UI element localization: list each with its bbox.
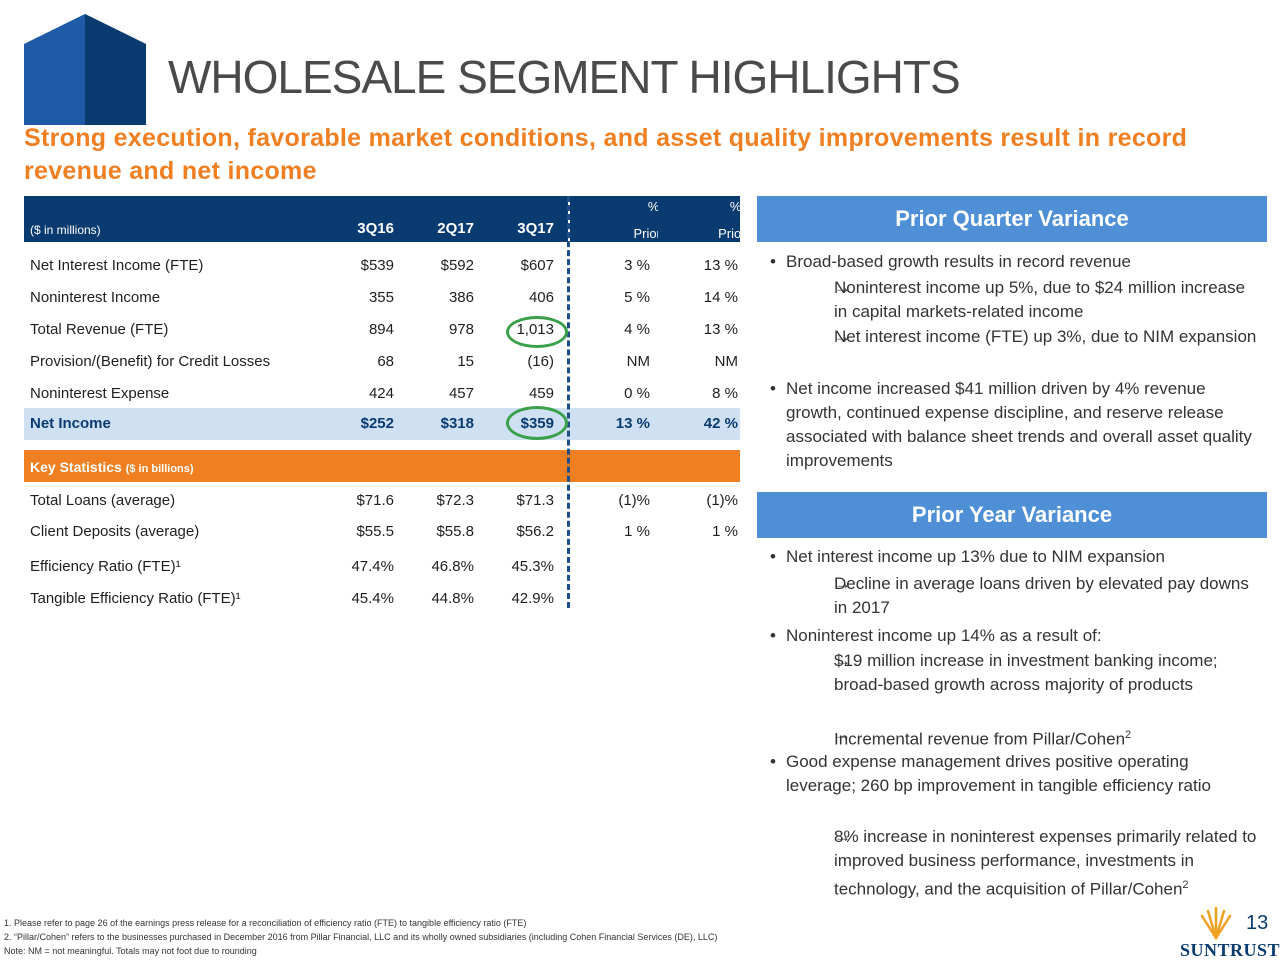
- highlight-circle-revenue: [506, 316, 568, 348]
- arrow-icon: →: [834, 327, 851, 346]
- brand-logo: SUNTRUST: [1180, 940, 1280, 960]
- sub-bullet-item: → 8% increase in noninterest expenses pri…: [802, 825, 1257, 902]
- col-header-prior-qtr: %Δ Prior Qtr: [570, 196, 683, 242]
- key-statistics-bar: Key Statistics ($ in billions): [24, 450, 740, 482]
- column-divider: [567, 196, 570, 608]
- bullet-item: Net income increased $41 million driven …: [770, 377, 1262, 473]
- sub-bullet-item: → Decline in average loans driven by elev…: [802, 572, 1257, 620]
- col-header-3q17: 3Q17: [517, 220, 554, 237]
- table-row: Noninterest Income 355 386 406 5 % 14 %: [30, 289, 738, 306]
- logo-diamond: [0, 0, 160, 125]
- stat-row: Efficiency Ratio (FTE)¹ 47.4% 46.8% 45.3…: [30, 558, 554, 575]
- arrow-icon: →: [834, 725, 851, 744]
- sun-logo-icon: [1196, 906, 1236, 940]
- stat-row: Client Deposits (average) $55.5 $55.8 $5…: [30, 523, 738, 540]
- stat-row: Tangible Efficiency Ratio (FTE)¹ 45.4% 4…: [30, 590, 554, 607]
- col-header-3q16: 3Q16: [357, 220, 394, 237]
- sub-bullet-item: → Net interest income (FTE) up 3%, due to…: [802, 325, 1257, 349]
- page-number: 13: [1246, 912, 1269, 934]
- units-label: ($ in millions): [30, 223, 101, 237]
- sub-bullet-item: → $19 million increase in investment bank…: [802, 649, 1257, 697]
- bullet-item: Broad-based growth results in record rev…: [770, 250, 1262, 274]
- bullet-item: Net interest income up 13% due to NIM ex…: [770, 545, 1262, 569]
- arrow-icon: →: [834, 651, 851, 670]
- prior-quarter-heading: Prior Quarter Variance: [757, 196, 1267, 242]
- prior-year-heading: Prior Year Variance: [757, 492, 1267, 538]
- table-row: Provision/(Benefit) for Credit Losses 68…: [30, 353, 738, 370]
- table-row: Total Revenue (FTE) 894 978 1,013 4 % 13…: [30, 321, 738, 338]
- col-header-prior-yr: %Δ Prior Yr: [658, 196, 762, 242]
- net-income-row: Net Income $252 $318 $359 13 % 42 %: [24, 408, 740, 440]
- arrow-icon: →: [834, 574, 851, 593]
- stat-row: Total Loans (average) $71.6 $72.3 $71.3 …: [30, 492, 738, 509]
- col-header-2q17: 2Q17: [437, 220, 474, 237]
- arrow-icon: →: [834, 278, 851, 297]
- arrow-icon: →: [834, 827, 851, 846]
- table-row: Net Interest Income (FTE) $539 $592 $607…: [30, 257, 738, 274]
- sub-bullet-item: → Noninterest income up 5%, due to $24 mi…: [802, 276, 1257, 324]
- bullet-item: Good expense management drives positive …: [770, 750, 1262, 798]
- highlight-circle-net-income: [506, 406, 568, 440]
- bullet-item: Noninterest income up 14% as a result of…: [770, 624, 1262, 648]
- table-header: ($ in millions) 3Q16 2Q17 3Q17: [24, 196, 568, 242]
- footnotes: 1. Please refer to page 26 of the earnin…: [4, 918, 718, 956]
- sub-bullet-item: → Incremental revenue from Pillar/Cohen2: [802, 723, 1257, 752]
- page-subtitle: Strong execution, favorable market condi…: [24, 124, 1188, 185]
- table-row: Noninterest Expense 424 457 459 0 % 8 %: [30, 385, 738, 402]
- page-title: WHOLESALE SEGMENT HIGHLIGHTS: [168, 51, 961, 103]
